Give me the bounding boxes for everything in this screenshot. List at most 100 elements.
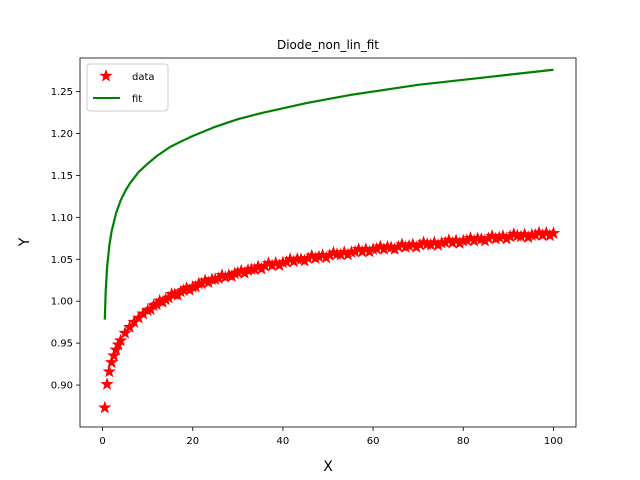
y-tick-label: 1.25 — [51, 87, 73, 98]
data-point — [489, 231, 503, 245]
data-point — [406, 237, 420, 251]
data-point — [445, 235, 460, 249]
data-point — [535, 228, 550, 241]
data-point — [442, 233, 456, 246]
data-point — [427, 235, 442, 249]
y-axis-ticks: 0.90 0.95 1.00 1.05 1.10 1.15 1.20 1.25 — [51, 87, 80, 392]
data-point — [460, 233, 474, 247]
x-tick-label: 0 — [99, 436, 105, 447]
x-tick-label: 80 — [457, 436, 470, 447]
data-point — [98, 400, 112, 414]
data-point — [208, 272, 222, 286]
data-point — [231, 265, 245, 279]
data-point — [517, 227, 532, 241]
data-point — [370, 241, 384, 255]
data-point — [546, 226, 561, 239]
data-point — [341, 247, 355, 261]
x-tick-label: 20 — [186, 436, 199, 447]
y-tick-label: 1.15 — [51, 171, 73, 182]
data-point — [198, 273, 212, 287]
data-point — [312, 249, 326, 263]
data-point — [352, 242, 366, 255]
data-point — [355, 244, 369, 258]
data-point — [388, 242, 402, 255]
data-point — [359, 242, 373, 255]
data-point — [107, 348, 121, 362]
data-point — [485, 229, 499, 242]
data-point — [287, 254, 301, 268]
data-point — [539, 225, 553, 239]
data-point — [514, 229, 528, 243]
data-point — [180, 281, 194, 294]
series-layer — [98, 68, 561, 414]
data-point — [136, 306, 150, 320]
data-point — [481, 231, 496, 245]
data-point — [474, 232, 488, 245]
data-point — [333, 247, 348, 261]
data-point — [118, 326, 132, 339]
x-tick-label: 40 — [277, 436, 290, 447]
data-point — [102, 364, 116, 378]
data-point — [258, 258, 272, 272]
data-point — [528, 227, 543, 241]
legend-data-label: data — [132, 72, 155, 83]
data-point — [463, 231, 478, 244]
data-point — [218, 270, 233, 283]
y-tick-label: 0.90 — [51, 381, 73, 392]
data-point — [127, 315, 141, 328]
data-point — [543, 228, 557, 242]
data-point — [391, 239, 405, 253]
legend: data fit — [86, 63, 169, 112]
y-tick-label: 1.00 — [51, 297, 73, 308]
data-point — [478, 233, 492, 247]
y-tick-label: 1.05 — [51, 255, 73, 266]
data-point — [159, 292, 173, 306]
data-point — [104, 355, 119, 369]
data-point — [113, 333, 128, 347]
data-point — [323, 248, 337, 261]
data-point — [409, 240, 424, 253]
data-point — [248, 262, 262, 276]
data-point — [100, 377, 114, 390]
data-point — [122, 320, 137, 333]
data-point — [279, 254, 294, 268]
data-point — [254, 261, 269, 275]
data-point — [492, 230, 506, 244]
y-tick-label: 1.10 — [51, 213, 73, 224]
data-point — [431, 238, 445, 251]
data-point — [453, 236, 467, 249]
data-point — [424, 237, 438, 251]
data-point — [507, 227, 521, 240]
data-point — [402, 238, 416, 252]
plot-frame — [79, 57, 577, 428]
data-point — [503, 229, 517, 243]
data-point — [521, 230, 535, 243]
data-point — [272, 258, 286, 271]
data-point — [337, 245, 351, 258]
legend-data-marker — [99, 69, 113, 82]
fit-line — [103, 68, 554, 320]
data-point — [398, 240, 413, 253]
data-point — [283, 252, 297, 265]
legend-fit-label: fit — [132, 94, 142, 105]
data-point — [308, 251, 323, 264]
data-point — [297, 253, 312, 267]
data-point — [261, 256, 276, 269]
data-point — [177, 283, 191, 296]
data-point — [467, 233, 481, 247]
data-point — [212, 271, 226, 285]
data-point — [416, 235, 431, 249]
data-point — [269, 255, 283, 269]
data-point — [237, 266, 252, 279]
data-point — [413, 237, 427, 251]
data-point — [384, 240, 398, 254]
data-point — [251, 259, 265, 273]
data-series — [98, 225, 561, 414]
data-point — [496, 229, 510, 242]
data-point — [215, 268, 229, 281]
x-tick-label: 60 — [367, 436, 380, 447]
data-point — [532, 225, 546, 239]
data-point — [319, 250, 333, 264]
x-axis-title: X — [323, 459, 333, 475]
data-point — [373, 239, 387, 253]
